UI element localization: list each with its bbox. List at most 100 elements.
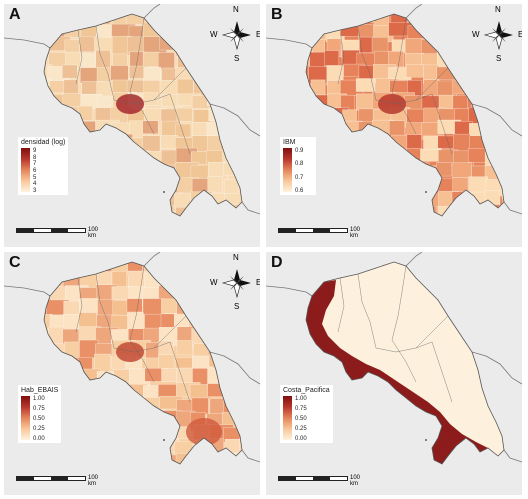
legend-tick-label: 0.9: [295, 148, 304, 154]
compass-label-w: W: [210, 278, 218, 287]
country-outline: [43, 13, 243, 217]
border-line-south: [503, 449, 522, 463]
island-dot: [425, 191, 427, 193]
panel-label-d: D: [271, 254, 283, 271]
border-line-north: [266, 285, 313, 297]
province-border: [415, 67, 449, 101]
province-border: [357, 273, 377, 349]
legend-b: IBM 0.9 0.8 0.7 0.6: [280, 137, 316, 195]
province-border: [169, 93, 191, 155]
legend-tick-label: 0.00: [295, 436, 307, 442]
legend-tick-label: 0.50: [295, 416, 307, 422]
border-line-south: [241, 201, 260, 215]
legend-tick-label: 0.7: [295, 174, 304, 181]
scale-bar-b: 100 km: [278, 227, 360, 242]
canton-fills: [306, 262, 504, 464]
legend-title-b: IBM: [283, 139, 296, 146]
compass-label-e: E: [518, 30, 522, 39]
legend-ticks-c: 1.00 0.75 0.50 0.25 0.00: [33, 396, 51, 442]
legend-tick-label: 0.75: [33, 406, 45, 412]
legend-colorbar-a: [21, 148, 30, 192]
legend-tick-label: 6: [33, 168, 37, 174]
legend-tick-label: 0.25: [295, 426, 307, 432]
region-central-valley: [116, 94, 144, 114]
province-border: [129, 265, 145, 341]
legend-d: Costa_Pacifica 1.00 0.75 0.50 0.25 0.00: [280, 385, 333, 443]
province-border: [129, 91, 155, 135]
border-line-north: [4, 37, 51, 49]
compass-label-s: S: [234, 54, 240, 63]
border-line-caribbean: [143, 252, 161, 267]
province-border: [337, 277, 345, 333]
province-border: [391, 91, 417, 135]
scale-bar-d: 100 km: [278, 475, 360, 490]
province-border: [415, 315, 449, 349]
legend-tick-label: 1.00: [33, 396, 45, 402]
compass-label-w: W: [472, 30, 480, 39]
legend-tick-label: 0.50: [33, 416, 45, 422]
compass-rose-c: N S E W: [210, 253, 260, 311]
coast-line-east: [471, 351, 522, 385]
compass-label-n: N: [233, 253, 239, 262]
compass-label-e: E: [256, 30, 260, 39]
legend-tick-label: 0.75: [295, 406, 307, 412]
panel-label-a: A: [9, 6, 21, 23]
island-dot: [425, 439, 427, 441]
country-outline: [305, 261, 505, 465]
border-line-south: [241, 449, 260, 463]
country-outline: [305, 13, 505, 217]
scale-bar-c: 100 km: [16, 475, 98, 490]
legend-ticks-b: 0.9 0.8 0.7 0.6: [295, 148, 313, 194]
scale-label-a: 100 km: [88, 227, 99, 239]
compass-label-e: E: [256, 278, 260, 287]
border-line-caribbean: [405, 4, 423, 19]
region-central-valley: [378, 94, 406, 114]
border-line-caribbean: [405, 252, 423, 267]
panel-label-c: C: [9, 254, 21, 271]
province-border: [75, 277, 83, 333]
province-border: [391, 17, 407, 93]
province-border: [95, 25, 115, 101]
country-outline: [43, 261, 243, 465]
legend-tick-label: 0.8: [295, 161, 304, 168]
map-panel-c: C Hab_EBAIS 1.00 0.75 0.50 0.25 0.00 N S E W 10…: [4, 252, 260, 495]
province-border: [431, 93, 453, 155]
compass-label-n: N: [233, 5, 239, 14]
legend-title-c: Hab_EBAIS: [21, 387, 59, 394]
legend-tick-label: 0.6: [295, 188, 304, 194]
scale-label-b: 100 km: [350, 227, 361, 239]
border-line-north: [266, 37, 313, 49]
coast-line-east: [471, 103, 522, 137]
legend-c: Hab_EBAIS 1.00 0.75 0.50 0.25 0.00: [18, 385, 62, 443]
province-border: [169, 341, 191, 403]
legend-tick-label: 9: [33, 148, 37, 154]
legend-ticks-d: 1.00 0.75 0.50 0.25 0.00: [295, 396, 313, 442]
province-border: [375, 341, 433, 353]
map-canvas-c: [4, 252, 260, 465]
legend-tick-label: 7: [33, 161, 37, 168]
compass-label-n: N: [495, 5, 501, 14]
province-border: [129, 339, 155, 383]
legend-tick-label: 0.00: [33, 436, 45, 442]
map-panel-d: D Costa_Pacifica 1.00 0.75 0.50 0.25 0.00 10…: [266, 252, 522, 495]
compass-rose-a: N S E W: [210, 5, 260, 63]
legend-colorbar-d: [283, 396, 292, 440]
scale-label-d: 100 km: [350, 475, 361, 487]
island-dot: [163, 439, 165, 441]
province-border: [337, 29, 345, 85]
province-border: [95, 273, 115, 349]
province-border: [391, 265, 407, 341]
region-central-valley: [116, 342, 144, 362]
province-border: [375, 93, 433, 105]
panel-label-b: B: [271, 6, 283, 23]
map-canvas-b: [266, 4, 522, 217]
legend-tick-label: 1.00: [295, 396, 307, 402]
legend-tick-label: 0.25: [33, 426, 45, 432]
legend-tick-label: 4: [33, 181, 37, 188]
province-border: [357, 25, 377, 101]
border-line-north: [4, 285, 51, 297]
scale-bar-a: 100 km: [16, 227, 98, 242]
region-south: [186, 418, 222, 446]
province-border: [113, 93, 171, 105]
